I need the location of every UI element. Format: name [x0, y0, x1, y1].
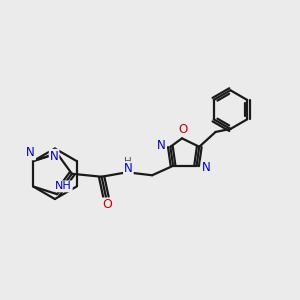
Text: N: N [157, 139, 165, 152]
Text: O: O [103, 199, 112, 212]
Text: N: N [202, 161, 211, 174]
Text: N: N [124, 162, 133, 175]
Text: O: O [179, 123, 188, 136]
Text: H: H [124, 157, 132, 167]
Text: N: N [50, 150, 58, 163]
Text: NH: NH [55, 182, 72, 191]
Text: N: N [26, 146, 35, 159]
